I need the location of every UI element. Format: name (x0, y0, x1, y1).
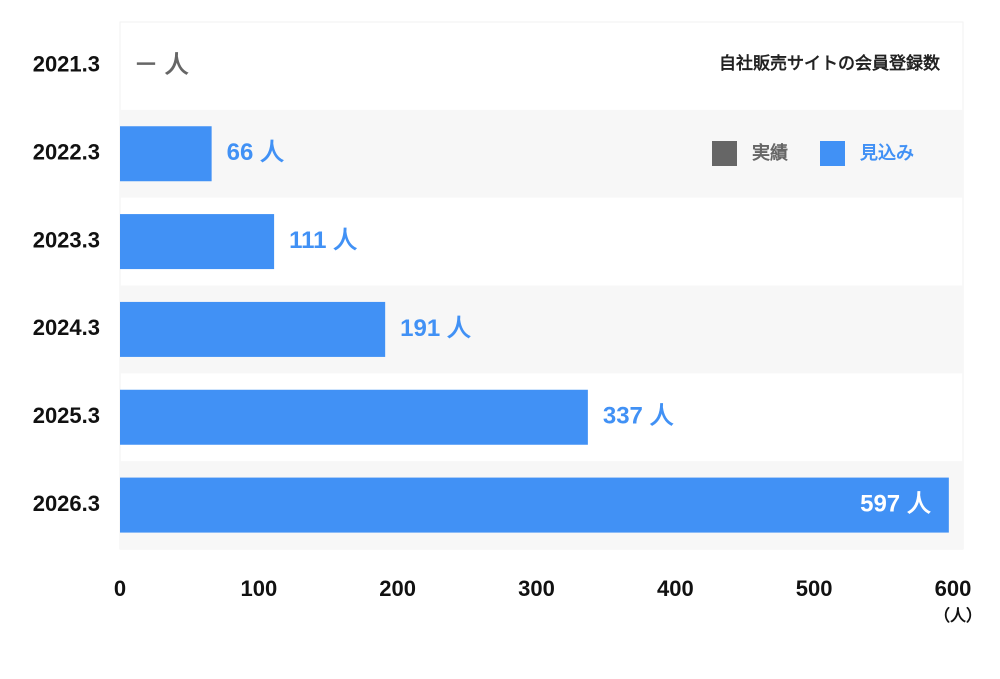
bar (120, 126, 212, 182)
x-tick-label: 500 (796, 576, 833, 601)
y-tick-label: 2026.3 (33, 491, 100, 516)
value-label: 111 人 (289, 227, 357, 254)
y-tick-label: 2021.3 (33, 52, 100, 77)
y-tick-label: 2024.3 (33, 315, 100, 340)
x-tick-label: 300 (518, 576, 555, 601)
y-tick-label: 2023.3 (33, 227, 100, 252)
bar (120, 477, 949, 533)
y-tick-label: 2022.3 (33, 140, 100, 165)
x-unit: （人） (934, 607, 982, 625)
legend-swatch (820, 141, 845, 166)
x-tick-label: 200 (379, 576, 416, 601)
legend-label: 見込み (859, 143, 914, 164)
y-tick-label: 2025.3 (33, 403, 100, 428)
x-tick-label: 0 (114, 576, 126, 601)
legend-label: 実績 (752, 142, 788, 164)
bar (120, 389, 588, 445)
chart-title: 自社販売サイトの会員登録数 (719, 53, 941, 74)
x-tick-label: 600 (935, 576, 972, 601)
value-label: 66 人 (227, 139, 284, 166)
bar (120, 301, 386, 357)
legend-swatch (712, 141, 737, 166)
value-label: 191 人 (400, 315, 471, 342)
value-label: 337 人 (603, 403, 674, 430)
bar (120, 214, 275, 270)
value-label: 597 人 (860, 490, 931, 517)
value-label: － 人 (134, 51, 189, 78)
x-tick-label: 400 (657, 576, 694, 601)
x-tick-label: 100 (240, 576, 277, 601)
